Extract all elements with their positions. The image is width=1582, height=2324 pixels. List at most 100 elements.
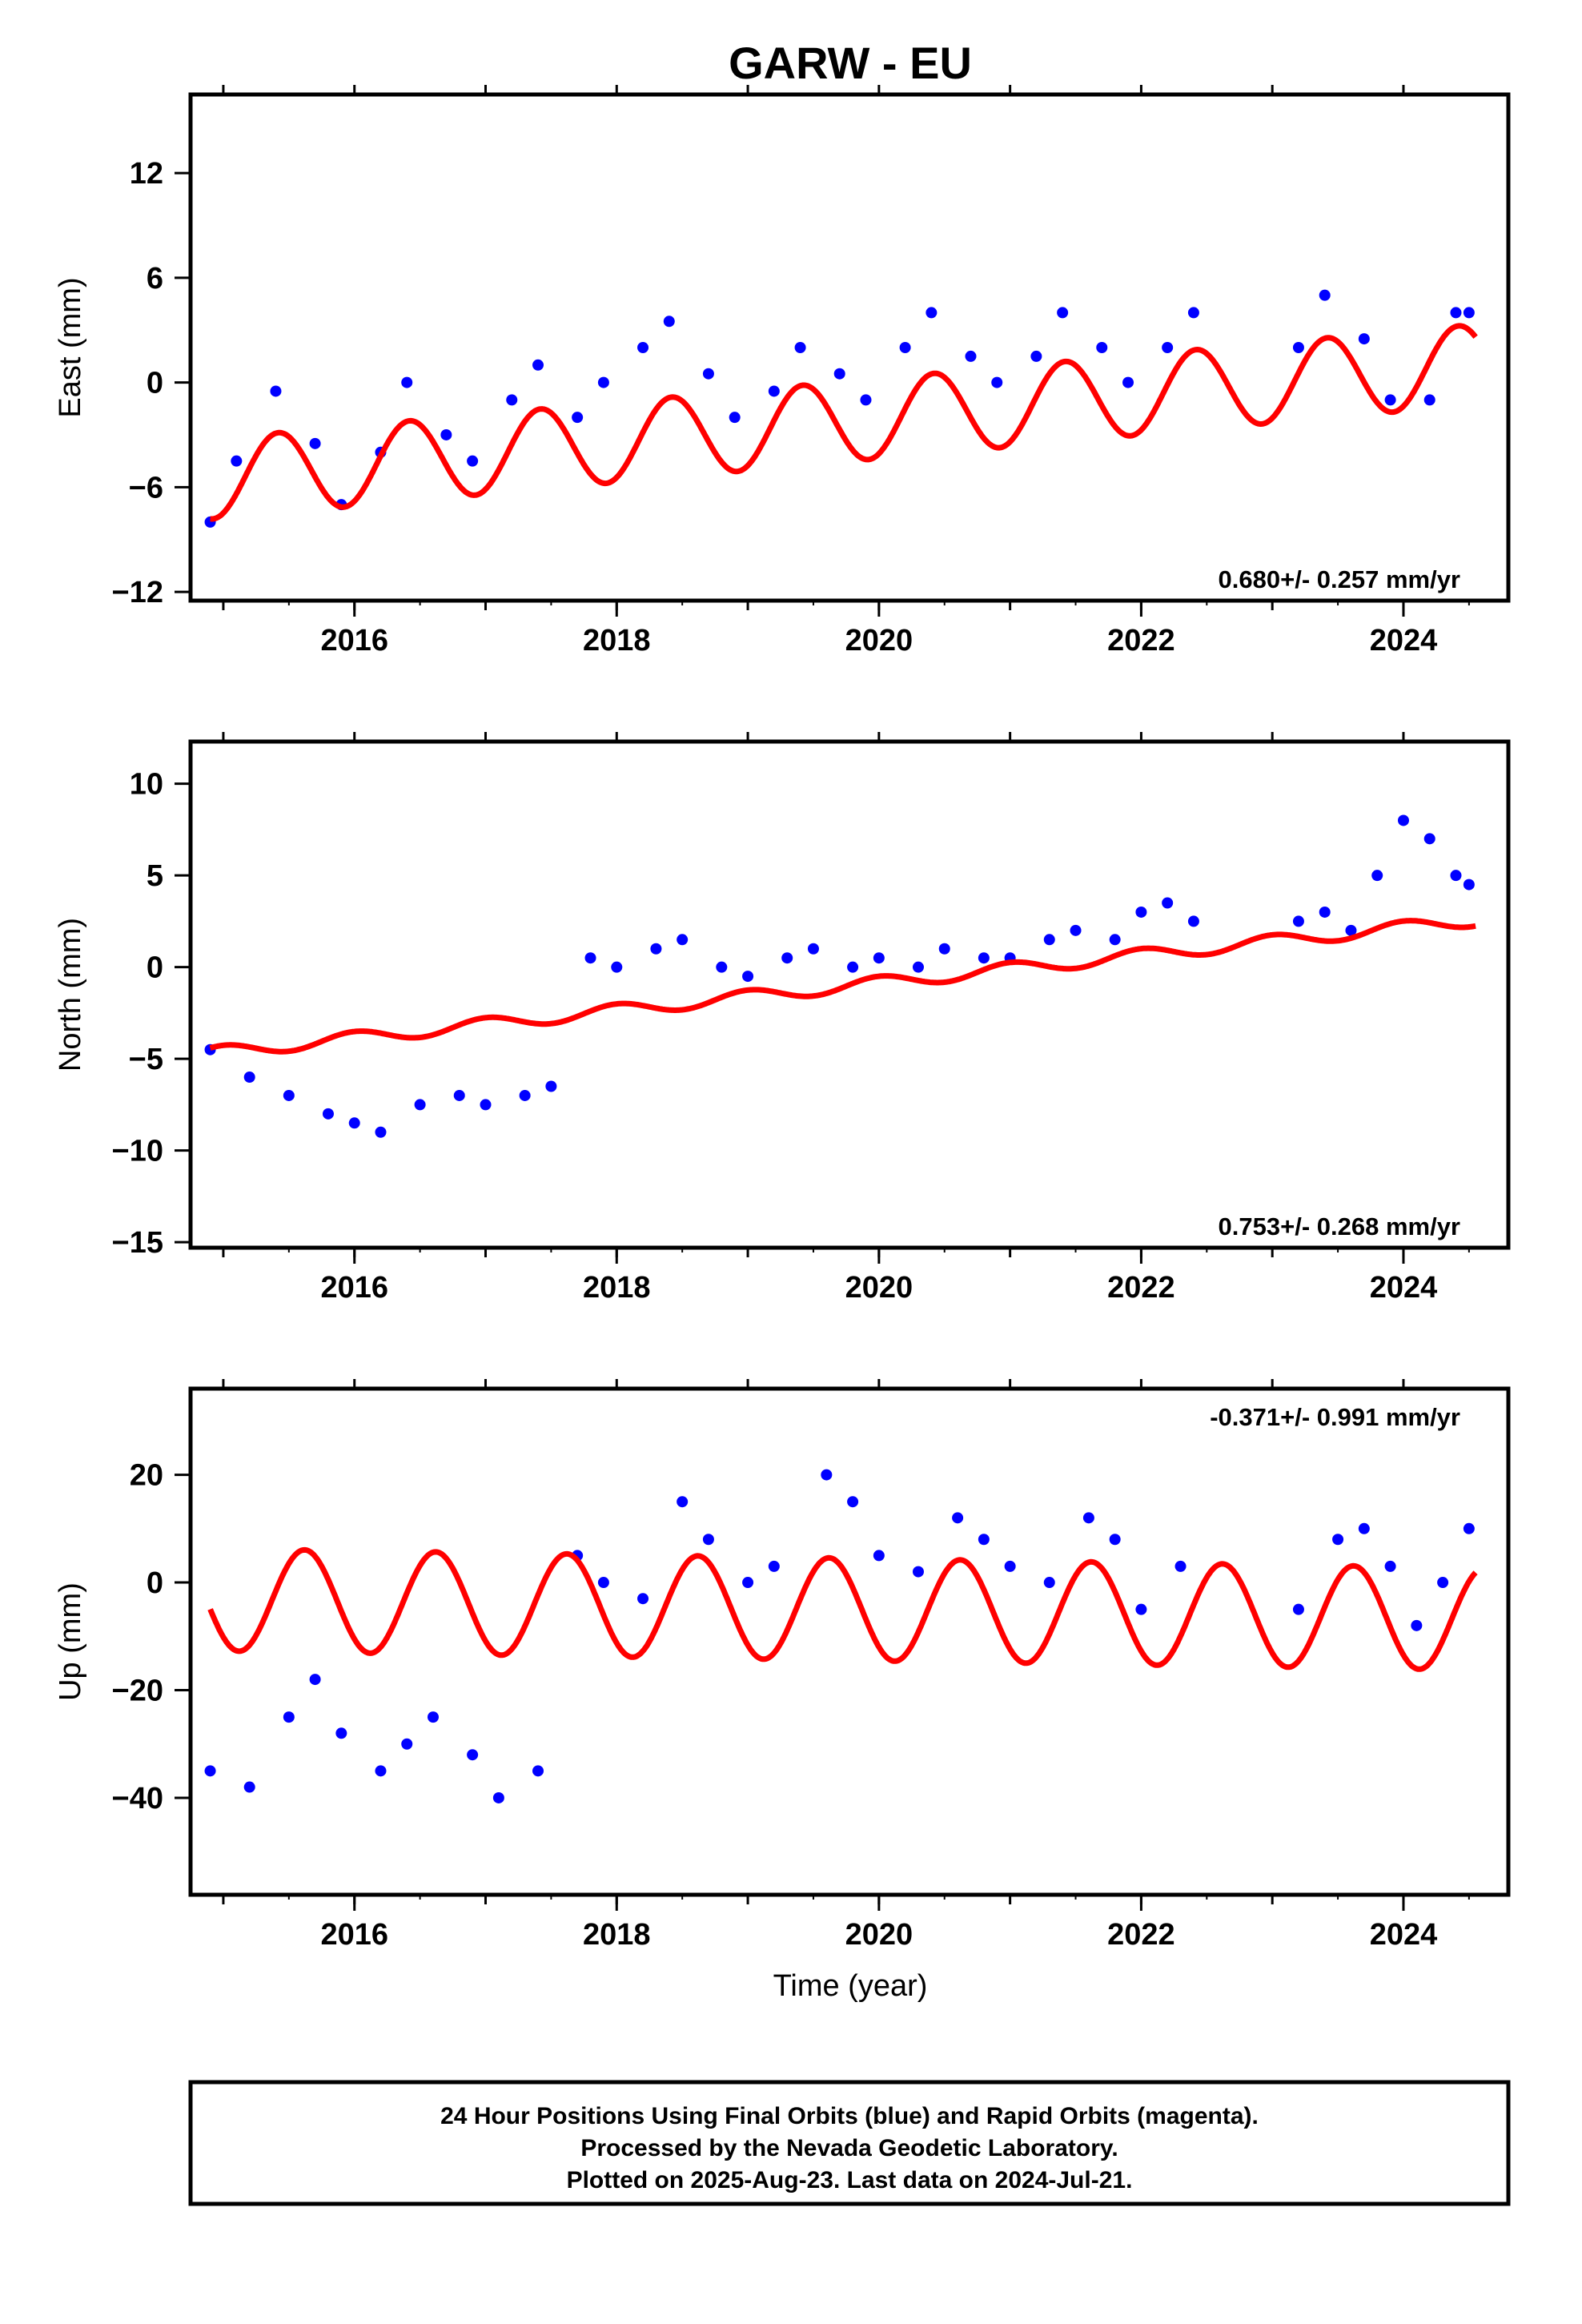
y-tick-label: −20 xyxy=(112,1675,163,1708)
data-point xyxy=(243,1072,255,1084)
data-point xyxy=(1187,915,1199,927)
data-point xyxy=(597,1577,609,1589)
rate-label: -0.371+/- 0.991 mm/yr xyxy=(1210,1403,1460,1431)
panel-2: 2016 2018 2020 2022 2024 −40 −20 0 20 Up (mm) -0.3… xyxy=(54,1379,1511,1952)
data-point xyxy=(965,350,977,362)
data-point xyxy=(833,368,845,380)
y-tick-label: −15 xyxy=(112,1226,163,1260)
data-point xyxy=(467,1749,479,1761)
data-point xyxy=(938,943,950,955)
data-point xyxy=(1332,1534,1344,1546)
data-point xyxy=(873,952,885,964)
y-tick-label: −6 xyxy=(129,471,163,505)
model-curve xyxy=(208,323,1478,522)
x-tick-label: 2020 xyxy=(845,1271,913,1305)
data-point xyxy=(1043,934,1055,946)
data-point xyxy=(480,1099,492,1111)
data-point xyxy=(1358,333,1370,345)
data-point xyxy=(309,1674,321,1686)
y-tick-label: 0 xyxy=(147,367,163,400)
x-tick-label: 2024 xyxy=(1370,624,1438,657)
data-point xyxy=(702,1534,714,1546)
data-point xyxy=(1122,376,1134,388)
data-point xyxy=(1162,342,1174,353)
x-tick-label: 2022 xyxy=(1107,624,1175,657)
panels: 2016 2018 2020 2022 2024 −12 −6 0 6 12 East (mm) 0.… xyxy=(54,85,1511,1952)
footer-line: 24 Hour Positions Using Final Orbits (bl… xyxy=(440,2103,1259,2129)
data-point xyxy=(1423,394,1435,406)
observed-series xyxy=(204,289,1475,528)
data-point xyxy=(401,1738,413,1750)
x-tick-label: 2018 xyxy=(583,1918,651,1952)
plot-frame xyxy=(188,92,1511,603)
data-point xyxy=(663,316,675,328)
y-axis-label: North (mm) xyxy=(54,918,87,1072)
data-point xyxy=(1450,307,1462,319)
y-tick-label: 12 xyxy=(130,157,163,191)
y-tick-label: 20 xyxy=(130,1459,163,1493)
data-point xyxy=(1411,1619,1423,1631)
y-tick-label: 0 xyxy=(147,1566,163,1600)
footer-frame xyxy=(188,2080,1511,2206)
x-tick-label: 2024 xyxy=(1370,1918,1438,1952)
x-tick-label: 2016 xyxy=(320,1918,388,1952)
data-point xyxy=(204,1765,216,1777)
data-point xyxy=(1135,906,1147,918)
data-point xyxy=(742,971,754,983)
data-point xyxy=(952,1512,964,1524)
data-point xyxy=(414,1099,426,1111)
data-point xyxy=(702,368,714,380)
data-point xyxy=(440,428,452,440)
observed-series xyxy=(204,1469,1475,1803)
data-point xyxy=(742,1577,754,1589)
data-point xyxy=(243,1781,255,1793)
data-point xyxy=(1043,1577,1055,1589)
data-point xyxy=(1187,307,1199,319)
y-tick-label: −12 xyxy=(112,576,163,609)
data-point xyxy=(545,1080,557,1092)
data-point xyxy=(677,934,689,946)
data-point xyxy=(322,1108,334,1120)
x-tick-label: 2018 xyxy=(583,1271,651,1305)
rate-label: 0.753+/- 0.268 mm/yr xyxy=(1219,1212,1460,1240)
data-point xyxy=(781,952,793,964)
y-tick-label: −40 xyxy=(112,1782,163,1815)
data-point xyxy=(912,1566,924,1578)
data-point xyxy=(1463,879,1475,891)
data-point xyxy=(729,412,741,424)
data-point xyxy=(1162,897,1174,909)
data-point xyxy=(991,376,1003,388)
axes: 2016 2018 2020 2022 2024 −15 −10 −5 0 5 10 xyxy=(112,732,1470,1305)
data-point xyxy=(1319,289,1331,301)
data-point xyxy=(1292,1603,1304,1615)
y-tick-label: 0 xyxy=(147,951,163,985)
data-point xyxy=(899,342,911,353)
x-axis-label: Time (year) xyxy=(773,1969,928,2003)
plot-frame xyxy=(188,1386,1511,1897)
data-point xyxy=(637,1593,649,1605)
y-tick-label: 10 xyxy=(130,768,163,802)
data-point xyxy=(506,394,518,406)
data-point xyxy=(283,1089,295,1101)
data-point xyxy=(1109,934,1121,946)
data-point xyxy=(348,1117,360,1129)
data-point xyxy=(1345,924,1357,936)
y-tick-label: 6 xyxy=(147,262,163,296)
x-tick-label: 2020 xyxy=(845,624,913,657)
data-point xyxy=(335,1727,347,1739)
data-point xyxy=(1384,1560,1396,1572)
x-tick-label: 2016 xyxy=(320,624,388,657)
data-point xyxy=(716,961,728,973)
y-tick-label: −5 xyxy=(129,1043,163,1076)
data-point xyxy=(1319,906,1331,918)
data-point xyxy=(492,1791,504,1803)
data-point xyxy=(1135,1603,1147,1615)
x-tick-label: 2024 xyxy=(1370,1271,1438,1305)
data-point xyxy=(401,376,413,388)
data-point xyxy=(677,1496,689,1508)
data-point xyxy=(768,1560,780,1572)
data-point xyxy=(1463,1522,1475,1534)
data-point xyxy=(860,394,872,406)
data-point xyxy=(873,1550,885,1562)
